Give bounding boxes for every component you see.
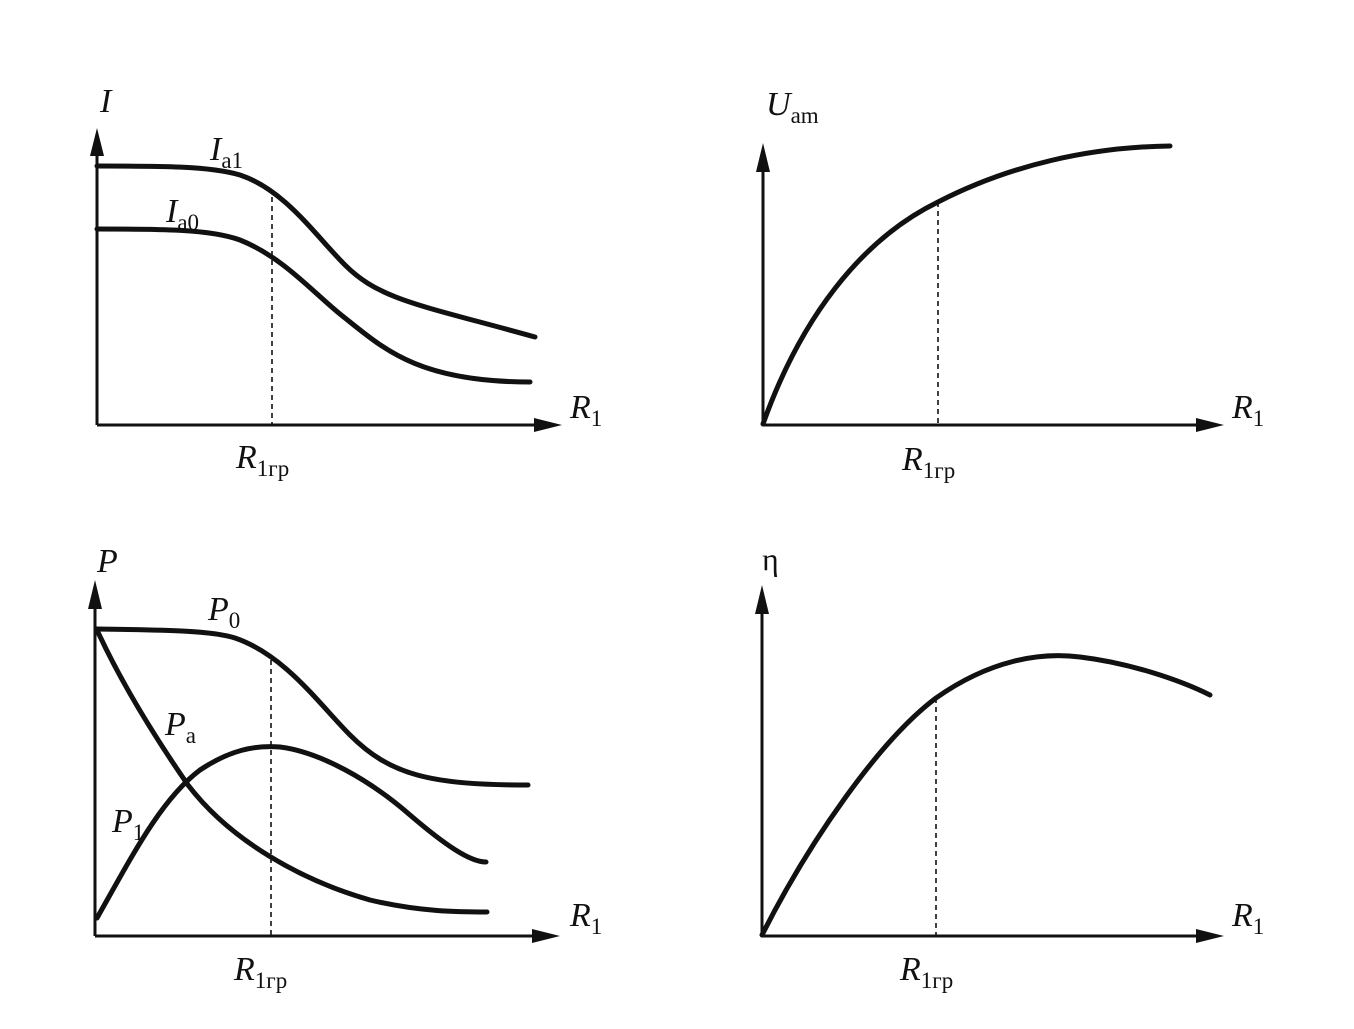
curve-pa-label: Pa xyxy=(164,706,196,748)
x-axis-label: R1 xyxy=(569,897,602,939)
x-axis-label: R1 xyxy=(569,389,602,431)
y-axis-label: Uam xyxy=(766,86,819,128)
y-axis-arrow xyxy=(755,585,769,614)
curve-p1-label: P1 xyxy=(111,803,144,845)
curve-pa xyxy=(94,627,490,915)
y-axis-label: P xyxy=(96,543,118,580)
x-axis-arrow xyxy=(1196,929,1224,943)
curve-p0-label: P0 xyxy=(207,591,240,633)
y-axis-arrow xyxy=(756,143,770,172)
critical-label: R1гр xyxy=(233,951,287,993)
critical-label: R1гр xyxy=(235,439,289,481)
y-axis-label: I xyxy=(99,83,113,120)
curve-p0 xyxy=(94,626,531,788)
critical-label: R1гр xyxy=(901,441,955,483)
y-axis-arrow xyxy=(90,128,104,156)
curve-ia0-label: Ia0 xyxy=(165,193,199,235)
curve-p1 xyxy=(94,744,489,921)
panel-current: I Ia1 Ia0 R1 R1гр xyxy=(90,83,602,481)
y-axis-arrow xyxy=(88,580,102,609)
curve-ia1-label: Ia1 xyxy=(209,131,243,173)
panel-power: P P0 Pa P1 R1 R1гр xyxy=(88,543,602,993)
y-axis-label: η xyxy=(762,541,779,577)
curve-ia0 xyxy=(94,226,533,385)
curve-uam xyxy=(760,143,1173,427)
curve-ia1 xyxy=(94,163,538,340)
critical-label: R1гр xyxy=(899,951,953,993)
panel-efficiency: η R1 R1гр xyxy=(755,541,1264,993)
x-axis-arrow xyxy=(1196,418,1224,432)
x-axis-arrow xyxy=(534,418,562,432)
panel-voltage: Uam R1 R1гр xyxy=(756,86,1264,483)
x-axis-label: R1 xyxy=(1231,897,1264,939)
x-axis-arrow xyxy=(532,929,560,943)
curve-eta xyxy=(759,653,1213,938)
x-axis-label: R1 xyxy=(1231,389,1264,431)
